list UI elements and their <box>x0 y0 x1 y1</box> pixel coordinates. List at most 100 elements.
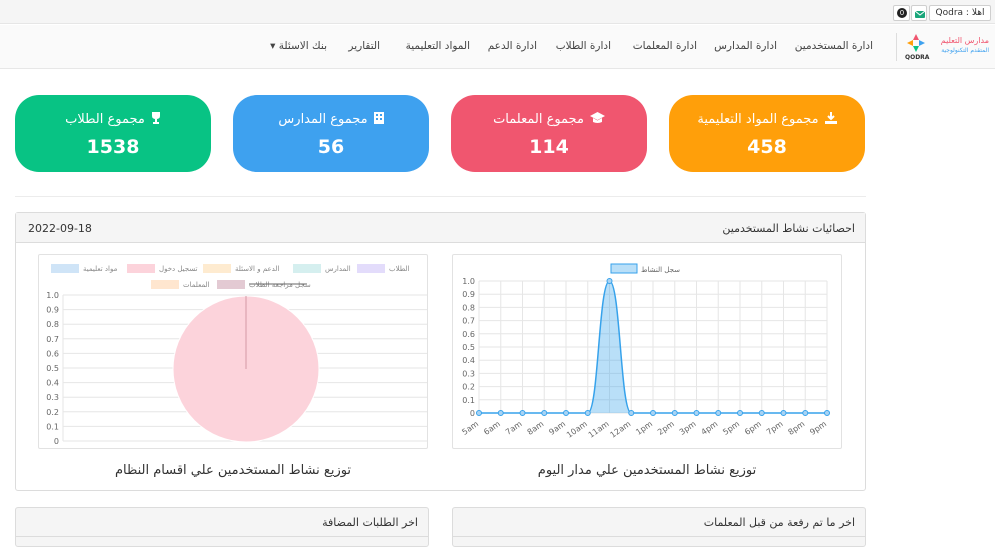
legend-swatch <box>127 264 155 273</box>
y-tick-label: 0.2 <box>462 383 475 392</box>
stat-card-schools[interactable]: مجموع المدارس 56 <box>233 95 429 172</box>
stat-value: 114 <box>529 136 569 158</box>
legend-swatch <box>610 263 638 274</box>
stat-label: مجموع الطلاب <box>65 112 145 127</box>
stat-card-students[interactable]: مجموع الطلاب 1538 <box>15 95 211 172</box>
messages-button[interactable] <box>911 5 927 21</box>
data-point <box>519 410 526 416</box>
nav-students[interactable]: ادارة الطلاب <box>555 40 611 52</box>
x-tick-label: 3pm <box>678 419 698 437</box>
stat-card-materials[interactable]: مجموع المواد التعليمية 458 <box>669 95 865 172</box>
legend-label: المعلمات <box>183 281 210 289</box>
recent-uploads-title: اخر ما تم رفعة من قبل المعلمات <box>703 516 855 529</box>
y-tick-label: 0 <box>470 409 475 418</box>
legend-label: المدارس <box>325 265 351 273</box>
x-tick-label: 4pm <box>700 419 720 437</box>
stat-label: مجموع المعلمات <box>493 112 584 127</box>
x-tick-label: 2pm <box>656 419 676 437</box>
hourly-activity-chart: 1.0 0.9 0.8 0.7 0.6 0.5 0.4 0.3 0.2 0.1 0 5am 6am 7am… <box>452 254 842 449</box>
y-tick-label: 1.0 <box>462 277 475 286</box>
building-icon <box>373 112 384 128</box>
data-point <box>628 410 635 416</box>
legend-label: تسجيل دخول <box>159 265 198 273</box>
y-tick-label: 0.3 <box>46 393 59 402</box>
main-navbar: QODRA مدارس التعليم المتقدم التكنولوجية … <box>0 25 995 69</box>
legend-label: مواد تعليمية <box>83 265 118 273</box>
y-tick-label: 0.4 <box>462 356 475 365</box>
x-tick-label: 9am <box>547 419 567 437</box>
y-tick-label: 0.9 <box>462 290 475 299</box>
y-tick-label: 0.1 <box>46 422 59 431</box>
legend-swatch <box>203 264 231 273</box>
y-tick-label: 0.8 <box>462 303 475 312</box>
legend-label: سجل النشاط <box>641 266 680 274</box>
nav-question-bank[interactable]: بنك الاسئلة ▾ <box>270 40 327 52</box>
x-tick-label: 10am <box>565 419 589 440</box>
recent-requests-title: اخر الطلبات المضافة <box>322 516 418 529</box>
greeting-label[interactable]: Qodra : اهلا <box>929 5 991 21</box>
stat-card-schools-title: مجموع المدارس <box>233 112 429 128</box>
nav-materials[interactable]: المواد التعليمية <box>405 40 470 52</box>
y-tick-label: 0.1 <box>462 396 475 405</box>
y-tick-label: 0 <box>54 437 59 446</box>
y-tick-label: 0.2 <box>46 408 59 417</box>
y-tick-label: 1.0 <box>46 291 59 300</box>
panel-divider <box>453 536 865 537</box>
activity-date[interactable]: 2022-09-18 <box>28 222 92 235</box>
x-tick-label: 7am <box>504 419 524 437</box>
y-tick-label: 0.8 <box>46 320 59 329</box>
data-point <box>606 278 613 284</box>
notification-count: 0 <box>897 8 907 18</box>
stat-label: مجموع المواد التعليمية <box>697 112 819 127</box>
legend-swatch <box>151 280 179 289</box>
data-point <box>671 410 678 416</box>
top-bar: Qodra : اهلا 0 <box>0 0 995 24</box>
qodra-logo-icon <box>907 34 925 52</box>
stat-card-teachers-title: مجموع المعلمات <box>451 112 647 128</box>
hourly-activity-caption: توزيع نشاط المستخدمين علي مدار اليوم <box>537 463 757 478</box>
section-activity-caption: توزيع نشاط المستخدمين علي اقسام النظام <box>114 463 352 478</box>
trophy-icon <box>151 112 161 128</box>
data-point <box>693 410 700 416</box>
section-activity-chart: 1.0 0.9 0.8 0.7 0.6 0.5 0.4 0.3 0.2 0.1 0 مواد تعلي… <box>38 254 428 449</box>
stat-card-teachers[interactable]: مجموع المعلمات 114 <box>451 95 647 172</box>
nav-reports[interactable]: التقارير <box>348 40 380 52</box>
stat-card-students-title: مجموع الطلاب <box>15 112 211 128</box>
activity-panel-title: احصائيات نشاط المستخدمين <box>722 222 855 235</box>
section-activity-svg: 1.0 0.9 0.8 0.7 0.6 0.5 0.4 0.3 0.2 0.1 0 مواد تعلي… <box>46 264 427 446</box>
brand-name-line2: المتقدم التكنولوجية <box>941 47 989 54</box>
nav-schools[interactable]: ادارة المدارس <box>714 40 777 52</box>
legend-swatch <box>357 264 385 273</box>
data-point <box>650 410 656 416</box>
legend-swatch <box>293 264 321 273</box>
recent-requests-panel: اخر الطلبات المضافة <box>15 507 429 547</box>
stat-card-materials-title: مجموع المواد التعليمية <box>669 112 865 128</box>
data-point <box>563 410 569 416</box>
data-point <box>802 410 809 416</box>
data-point <box>737 410 743 416</box>
notifications-button[interactable]: 0 <box>893 5 910 21</box>
x-tick-label: 6am <box>482 419 502 437</box>
y-tick-label: 0.9 <box>46 306 59 315</box>
data-point <box>476 410 482 416</box>
y-tick-label: 0.3 <box>462 369 475 378</box>
y-tick-label: 0.7 <box>462 317 475 326</box>
nav-support[interactable]: ادارة الدعم <box>487 40 537 52</box>
recent-uploads-panel: اخر ما تم رفعة من قبل المعلمات <box>452 507 866 547</box>
legend-label: الدعم و الاسئلة <box>235 265 279 273</box>
y-tick-label: 0.5 <box>462 343 475 352</box>
nav-teachers[interactable]: ادارة المعلمات <box>632 40 697 52</box>
x-tick-label: 1pm <box>634 419 654 437</box>
data-point <box>584 410 591 416</box>
stat-value: 56 <box>317 136 345 158</box>
nav-users[interactable]: ادارة المستخدمين <box>794 40 873 52</box>
x-tick-label: 6pm <box>743 419 763 437</box>
section-divider <box>15 196 866 197</box>
y-tick-label: 0.7 <box>46 335 59 344</box>
y-tick-label: 0.6 <box>462 330 475 339</box>
data-point <box>715 410 722 416</box>
brand-logo[interactable]: QODRA مدارس التعليم المتقدم التكنولوجية <box>903 30 993 64</box>
legend-label: سجل مراجعة الطلاب <box>249 281 311 289</box>
y-tick-label: 0.5 <box>46 364 59 373</box>
